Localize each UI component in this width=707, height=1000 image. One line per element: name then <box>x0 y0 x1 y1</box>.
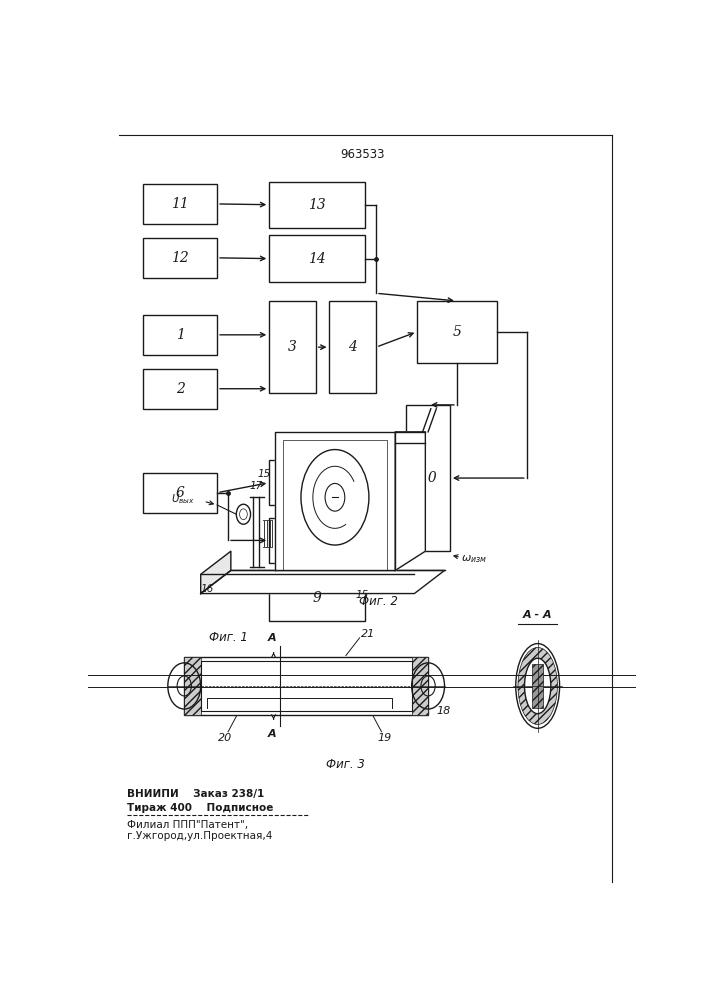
Text: 8: 8 <box>312 533 322 547</box>
Text: ВНИИПИ    Заказ 238/1: ВНИИПИ Заказ 238/1 <box>127 789 264 799</box>
Text: 20: 20 <box>218 733 233 743</box>
Bar <box>269 460 365 505</box>
Ellipse shape <box>518 647 557 724</box>
Text: 6: 6 <box>176 486 185 500</box>
Text: 17: 17 <box>250 481 263 491</box>
Text: 963533: 963533 <box>340 148 385 161</box>
Text: А: А <box>268 633 276 643</box>
Text: Фиг. 3: Фиг. 3 <box>327 758 366 771</box>
Text: 4: 4 <box>349 340 357 354</box>
Text: 21: 21 <box>361 629 375 639</box>
Text: 9: 9 <box>312 591 322 605</box>
Bar <box>144 238 217 278</box>
Text: 13: 13 <box>308 198 326 212</box>
Bar <box>411 657 428 715</box>
Text: 16: 16 <box>200 584 214 594</box>
Text: $\omega_{изм}$: $\omega_{изм}$ <box>461 553 487 565</box>
Bar <box>269 235 365 282</box>
Bar <box>144 315 217 355</box>
Bar <box>144 184 217 224</box>
Text: Фиг. 1: Фиг. 1 <box>209 631 247 644</box>
Text: 15: 15 <box>356 590 369 600</box>
Polygon shape <box>201 570 445 594</box>
Bar <box>185 657 428 715</box>
Bar <box>201 661 411 711</box>
Text: 5: 5 <box>452 325 461 339</box>
Polygon shape <box>275 432 395 570</box>
Bar <box>269 518 365 563</box>
Bar <box>417 301 496 363</box>
Bar <box>269 301 316 393</box>
Bar <box>185 657 201 715</box>
Bar <box>144 369 217 409</box>
Text: 2: 2 <box>176 382 185 396</box>
Text: 12: 12 <box>171 251 189 265</box>
Text: 11: 11 <box>171 197 189 211</box>
Bar <box>532 664 543 708</box>
Ellipse shape <box>525 658 551 714</box>
Polygon shape <box>201 551 231 594</box>
Text: А: А <box>268 729 276 739</box>
Bar <box>269 182 365 228</box>
Bar <box>407 405 450 551</box>
Text: Фиг. 2: Фиг. 2 <box>359 595 398 608</box>
Polygon shape <box>395 432 426 570</box>
Bar <box>329 301 376 393</box>
Text: 3: 3 <box>288 340 297 354</box>
Text: 7: 7 <box>312 476 322 490</box>
Text: 18: 18 <box>436 706 450 716</box>
Text: 19: 19 <box>377 733 392 743</box>
Ellipse shape <box>516 644 560 728</box>
Text: г.Ужгород,ул.Проектная,4: г.Ужгород,ул.Проектная,4 <box>127 831 272 841</box>
Text: 14: 14 <box>308 252 326 266</box>
Text: Филиал ППП"Патент",: Филиал ППП"Патент", <box>127 820 248 830</box>
Bar <box>144 473 217 513</box>
Text: 15: 15 <box>257 469 270 479</box>
Bar <box>269 576 365 620</box>
Text: 1: 1 <box>176 328 185 342</box>
Text: 10: 10 <box>419 471 437 485</box>
Text: А - А: А - А <box>523 610 552 620</box>
Text: $U_{вых}$: $U_{вых}$ <box>171 492 195 506</box>
Text: Тираж 400    Подписное: Тираж 400 Подписное <box>127 803 273 813</box>
